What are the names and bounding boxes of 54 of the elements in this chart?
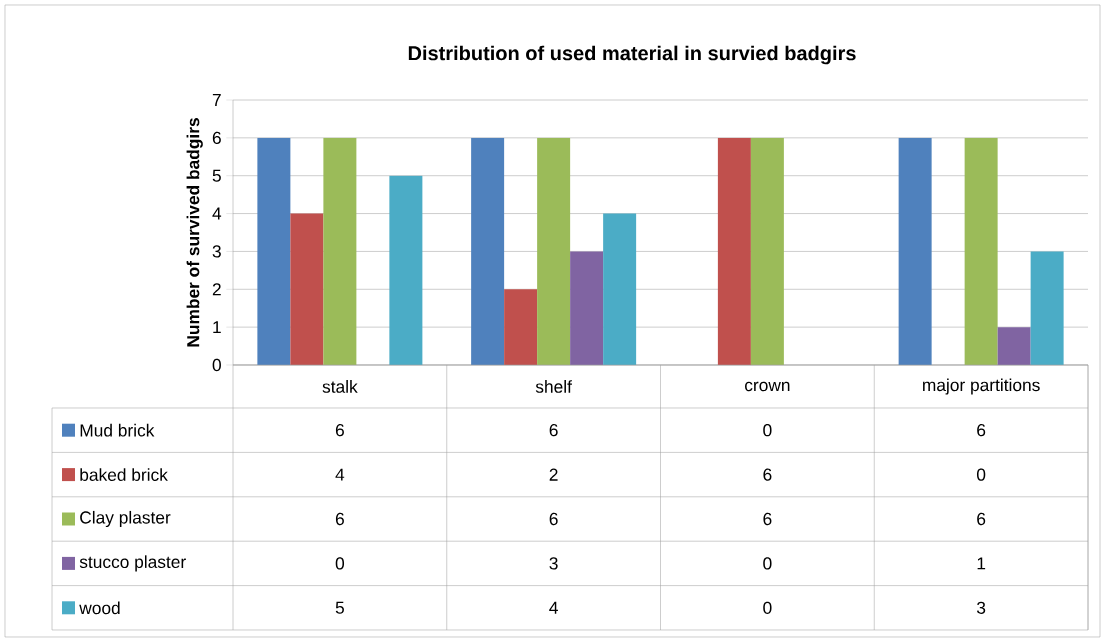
data-label: 1	[977, 557, 986, 570]
x-tick-label: crown	[745, 381, 790, 392]
data-label: 3	[549, 557, 558, 570]
data-label: 6	[763, 512, 772, 526]
bar	[717, 137, 751, 365]
y-tick-label: 0	[212, 358, 221, 372]
data-label: 3	[976, 601, 986, 614]
data-label: 6	[335, 512, 344, 526]
data-label: 2	[549, 468, 558, 481]
bar	[1030, 251, 1064, 365]
y-tick-label: 2	[212, 283, 221, 296]
data-label: 6	[977, 512, 986, 526]
data-label: 6	[549, 424, 558, 437]
bar	[290, 213, 324, 365]
bar	[504, 289, 538, 365]
data-label: 0	[335, 557, 345, 570]
bar	[537, 137, 571, 365]
bar	[471, 137, 505, 365]
chart-title: Distribution of used material in survied badgirs	[408, 45, 856, 65]
legend-label: Mud brick	[80, 423, 155, 437]
data-label: 5	[335, 601, 344, 614]
data-label: 0	[976, 468, 986, 481]
y-tick-label: 7	[212, 94, 221, 106]
bar	[750, 137, 784, 365]
data-label: 0	[763, 601, 772, 614]
bar	[964, 137, 998, 365]
data-label: 4	[549, 601, 558, 614]
bar	[898, 137, 932, 365]
bar	[257, 137, 291, 365]
x-tick-label: major partitions	[923, 378, 1040, 395]
bar	[323, 137, 357, 365]
legend-label: baked brick	[80, 468, 168, 481]
y-tick-label: 4	[212, 207, 222, 220]
bar	[570, 251, 604, 365]
data-label: 4	[335, 468, 345, 481]
legend-label: stucco plaster	[79, 555, 186, 572]
y-tick-label: 5	[212, 169, 221, 182]
y-tick-label: 6	[212, 131, 221, 144]
data-label: 6	[549, 512, 558, 526]
bar	[997, 327, 1031, 365]
data-label: 0	[763, 557, 772, 570]
legend-label: Clay plaster	[80, 510, 171, 528]
data-label: 6	[335, 424, 344, 437]
x-tick-label: stalk	[322, 380, 358, 393]
legend-label: wood	[79, 601, 120, 615]
y-axis-title: Number of survived badgirs	[186, 118, 203, 347]
y-tick-label: 3	[212, 245, 221, 258]
data-label: 6	[977, 424, 986, 437]
x-tick-label: shelf	[535, 380, 572, 393]
y-tick-label: 1	[213, 321, 221, 334]
bar	[389, 175, 423, 365]
bar	[603, 213, 637, 365]
data-label: 0	[763, 424, 772, 437]
data-label: 6	[763, 468, 772, 481]
